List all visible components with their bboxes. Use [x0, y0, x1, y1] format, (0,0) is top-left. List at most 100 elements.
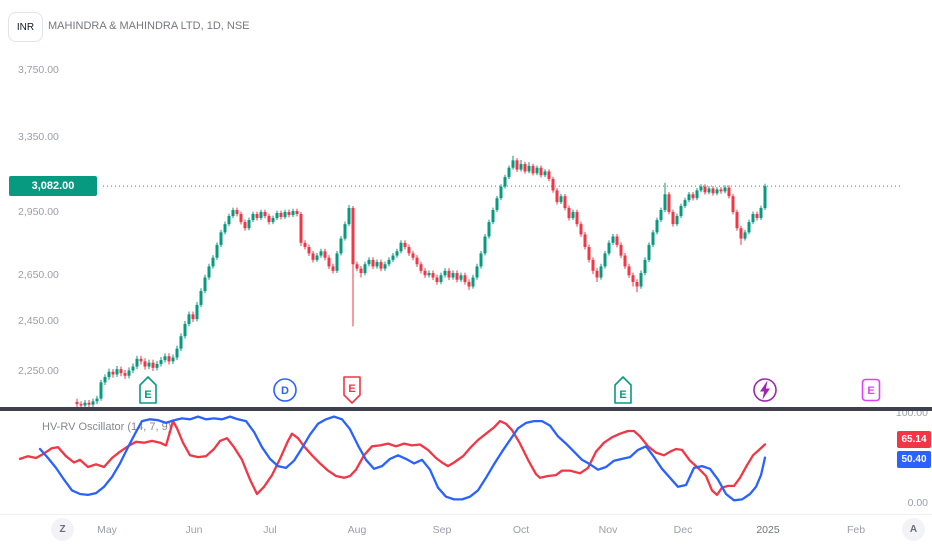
candle [443, 268, 447, 278]
svg-text:E: E [144, 389, 151, 401]
candle [571, 209, 575, 221]
candle [591, 257, 595, 275]
candle [631, 272, 635, 287]
candle [447, 268, 451, 281]
candle [235, 207, 239, 217]
candle [619, 242, 623, 259]
indicator-title[interactable]: HV-RV Oscillator (14, 7, 9) [42, 421, 172, 433]
candle [495, 195, 499, 212]
candle [255, 211, 259, 221]
month-label: Jun [185, 524, 203, 536]
candle [219, 229, 223, 248]
price-scale[interactable]: 3,750.00 3,350.00 2,950.00 2,650.00 2,450.00… [0, 0, 80, 405]
candle [363, 261, 367, 276]
candle [595, 268, 599, 282]
earnings-marker[interactable]: E [861, 378, 881, 402]
candle [111, 369, 115, 378]
candle [179, 333, 183, 352]
month-label: Aug [347, 524, 367, 536]
dividends-marker[interactable]: D [273, 378, 297, 402]
candle [307, 244, 311, 256]
candle [151, 359, 155, 371]
earnings-marker[interactable]: E [614, 376, 632, 404]
candle [759, 205, 763, 221]
candle [451, 270, 455, 280]
candle [699, 184, 703, 193]
candle [475, 263, 479, 280]
candle [671, 209, 675, 227]
candle [291, 208, 295, 218]
candle [343, 221, 347, 241]
candle [523, 161, 527, 174]
oscillator-tick-label: 0.00 [907, 497, 928, 509]
candle [267, 213, 271, 225]
candle [763, 183, 767, 211]
candle [663, 182, 667, 212]
candle [303, 240, 307, 250]
candle [439, 272, 443, 285]
candle [527, 162, 531, 174]
candle [319, 248, 323, 258]
candle [407, 244, 411, 256]
candle [95, 395, 99, 405]
candle [99, 379, 103, 401]
candle [615, 233, 619, 248]
candle [515, 158, 519, 172]
candle [175, 345, 179, 361]
pane-divider[interactable] [0, 407, 932, 411]
candle [419, 261, 423, 274]
candle [299, 212, 303, 246]
candle [239, 211, 243, 225]
price-tick-label: 2,650.00 [18, 268, 59, 281]
currency-button[interactable]: INR [8, 12, 43, 42]
symbol-title[interactable]: MAHINDRA & MAHINDRA LTD, 1D, NSE [48, 20, 250, 32]
candle [199, 288, 203, 308]
candle [739, 225, 743, 245]
candle [535, 165, 539, 176]
month-label: Feb [846, 524, 866, 536]
candle [559, 193, 563, 205]
hv-value-badge: 65.14 [897, 431, 931, 448]
rv-value-badge: 50.40 [897, 451, 931, 468]
candle [583, 231, 587, 250]
candle [679, 203, 683, 219]
candle [683, 197, 687, 209]
candle [315, 252, 319, 263]
candle [735, 209, 739, 231]
candle [711, 186, 715, 196]
earnings-marker[interactable]: E [343, 376, 361, 404]
time-axis[interactable]: May Jun Jul Aug Sep Oct Nov Dec 2025 Feb [0, 514, 932, 550]
candle [695, 188, 699, 201]
candle [163, 353, 167, 363]
candle [587, 244, 591, 263]
candle [391, 252, 395, 263]
candle [511, 155, 515, 170]
candle [283, 209, 287, 220]
account-button[interactable]: A [902, 518, 925, 541]
candle [703, 184, 707, 195]
candle [603, 250, 607, 269]
candle [547, 169, 551, 182]
candle [119, 366, 123, 377]
month-label: Dec [673, 524, 693, 536]
earnings-marker[interactable]: E [139, 376, 157, 404]
candle [723, 185, 727, 194]
price-tick-label: 2,950.00 [18, 205, 59, 218]
candle [323, 248, 327, 261]
zoom-button[interactable]: Z [51, 518, 74, 541]
candle [687, 191, 691, 203]
candle [467, 279, 471, 290]
candle [311, 250, 315, 263]
candle [359, 265, 363, 278]
candle [347, 205, 351, 227]
month-label: Sep [432, 524, 452, 536]
price-tick-label: 2,450.00 [18, 315, 59, 328]
candle [271, 215, 275, 225]
candle [339, 236, 343, 256]
split-marker[interactable] [753, 378, 777, 402]
candle [567, 205, 571, 221]
candle [275, 210, 279, 221]
candle [127, 367, 131, 379]
